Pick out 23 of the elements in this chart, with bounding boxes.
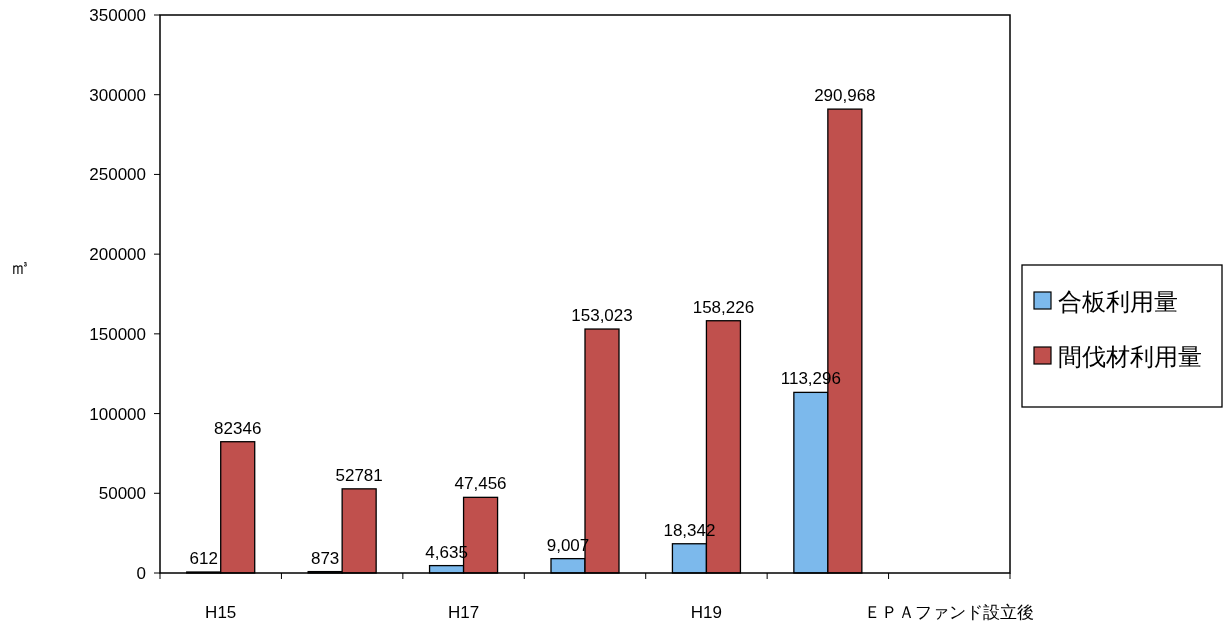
x-tick-label: H15 — [205, 603, 237, 622]
data-label: 47,456 — [454, 474, 507, 494]
y-tick-label: 350000 — [89, 6, 146, 25]
data-label: 52781 — [335, 465, 383, 485]
data-label: 612 — [189, 549, 218, 569]
x-tick-label: ＥＰＡファンド設立後 — [864, 603, 1035, 622]
y-tick-label: 0 — [136, 564, 146, 583]
data-label: 82346 — [214, 418, 262, 438]
y-tick-label: 250000 — [89, 165, 146, 185]
y-tick-label: 200000 — [89, 245, 146, 265]
x-tick-label: H19 — [690, 603, 723, 622]
x-tick-label: H17 — [447, 603, 480, 622]
data-label: 158,226 — [692, 297, 755, 317]
data-label: 873 — [310, 548, 340, 568]
y-tick-label: 150000 — [89, 324, 146, 344]
data-label: 153,023 — [571, 306, 633, 326]
y-tick-label: 50000 — [98, 484, 146, 504]
y-tick-label: 300000 — [89, 85, 146, 105]
legend-label: 間伐材利用量 — [1058, 343, 1202, 370]
y-axis-title: ㎥ — [10, 256, 30, 278]
data-label: 290,968 — [814, 86, 876, 106]
legend-label: 合板利用量 — [1058, 288, 1178, 315]
y-tick-label: 100000 — [89, 404, 146, 424]
